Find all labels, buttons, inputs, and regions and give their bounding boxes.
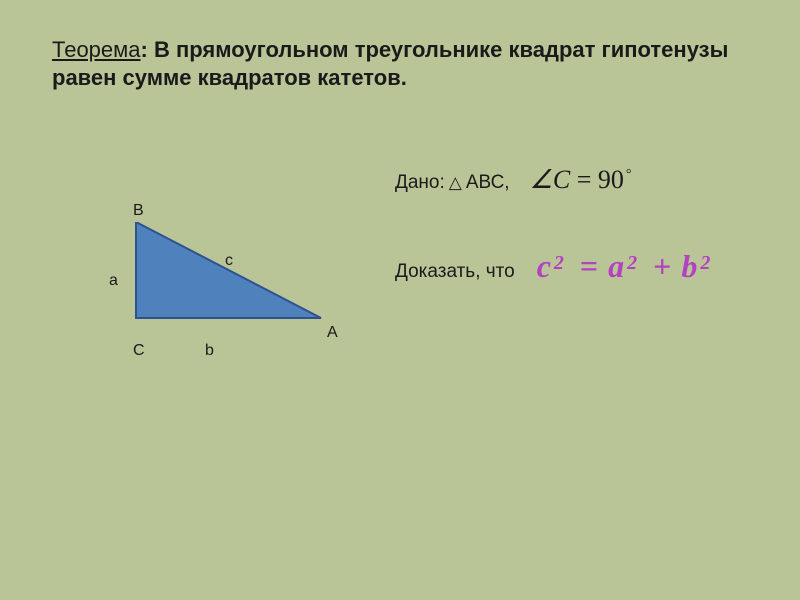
title-lead: Теорема xyxy=(52,37,141,62)
angle-var: C xyxy=(553,165,570,194)
side-label-b: b xyxy=(205,342,214,360)
given-label: Дано: xyxy=(395,172,445,194)
equals-sign: = xyxy=(580,248,599,284)
vertex-label-C: C xyxy=(133,342,145,360)
triangle-icon: △ xyxy=(449,173,462,193)
vertex-label-A: A xyxy=(327,324,338,342)
side-label-a: a xyxy=(109,272,118,290)
var-a: a xyxy=(608,248,625,284)
exp-b: 2 xyxy=(700,252,711,274)
vertex-label-B: B xyxy=(133,202,144,220)
given-object: АВС, xyxy=(466,172,510,194)
var-c: c xyxy=(537,248,552,284)
triangle-shape xyxy=(136,222,321,318)
prove-label: Доказать, что xyxy=(395,261,515,283)
title-sep: : xyxy=(141,37,154,62)
prove-formula: c2 = a2 + b2 xyxy=(537,248,718,285)
prove-line: Доказать, что c2 = a2 + b2 xyxy=(395,248,717,285)
given-line: Дано: △ АВС, ∠C = 90° xyxy=(395,165,632,195)
plus-sign: + xyxy=(653,248,672,284)
var-b: b xyxy=(681,248,698,284)
title-text: В прямоугольном треугольнике квадрат гип… xyxy=(52,37,728,90)
theorem-title: Теорема: В прямоугольном треугольнике кв… xyxy=(52,36,752,91)
exp-c: 2 xyxy=(554,252,565,274)
exp-a: 2 xyxy=(627,252,638,274)
triangle-svg xyxy=(132,222,332,332)
angle-equation: ∠C = 90° xyxy=(530,165,632,195)
angle-val: 90 xyxy=(598,165,624,194)
triangle-diagram: B C A a b c xyxy=(95,200,355,380)
side-label-c: c xyxy=(225,252,233,270)
